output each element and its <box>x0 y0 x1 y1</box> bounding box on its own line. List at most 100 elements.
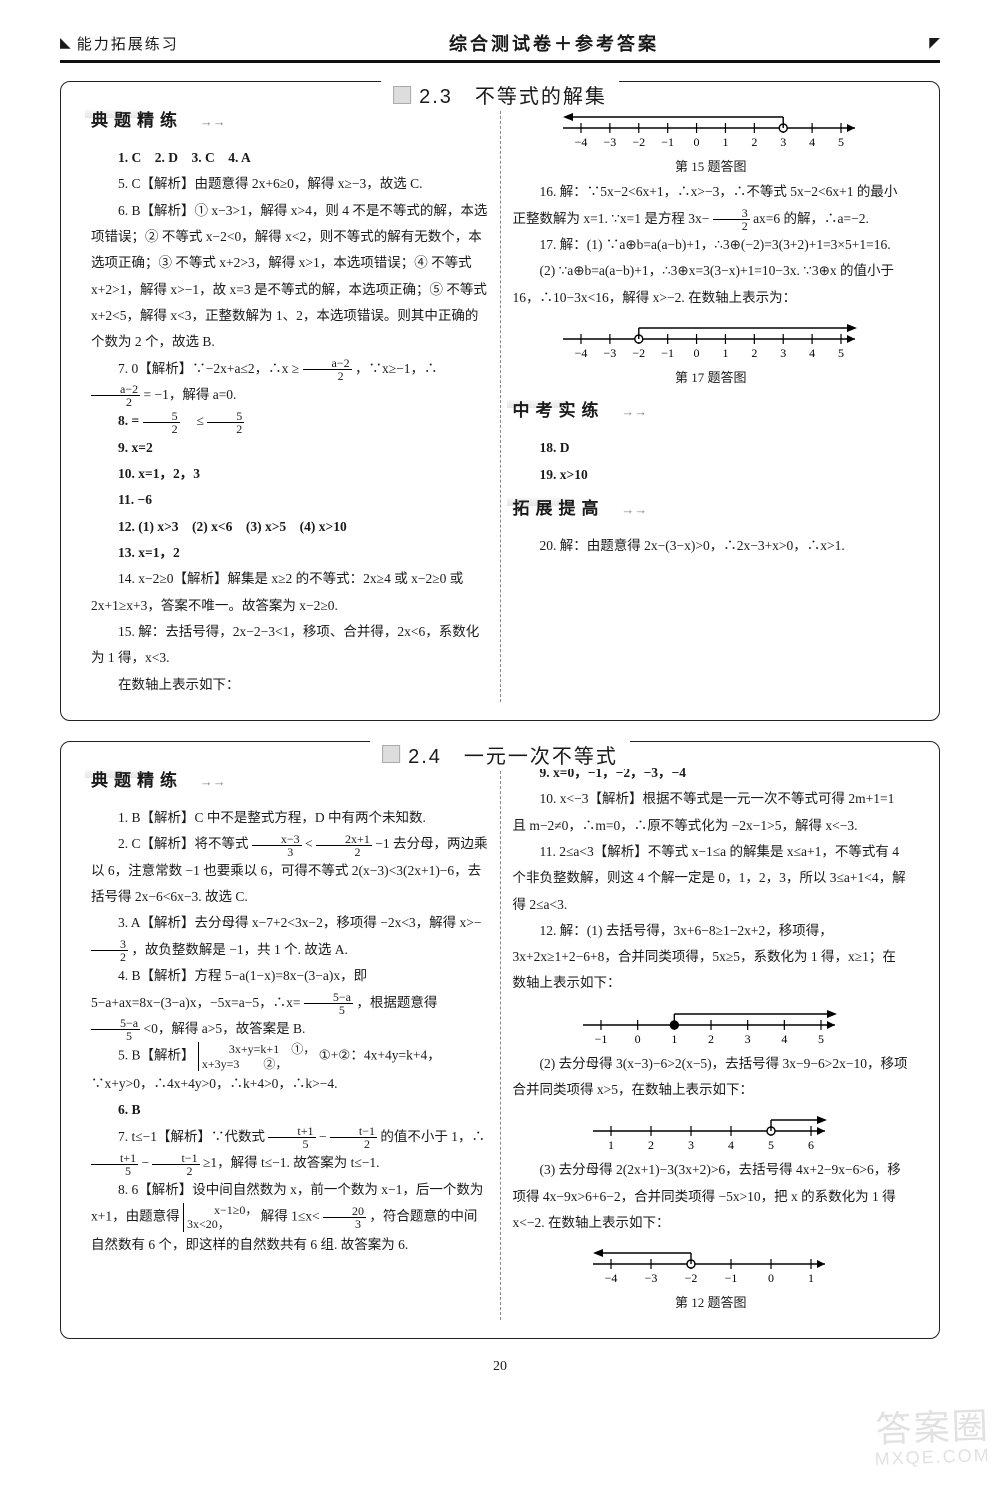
svg-text:2: 2 <box>708 1032 714 1046</box>
numline-17-caption: 第 17 题答图 <box>513 365 910 390</box>
s23-q14: 14. x−2≥0【解析】解集是 x≥2 的不等式：2x≥4 或 x−2≥0 或… <box>91 566 488 619</box>
arrow-icon: →→ <box>200 774 226 789</box>
t: ≤ <box>183 413 207 428</box>
t: = −1，解得 a=0. <box>143 387 236 402</box>
t: 解得 1≤x< <box>261 1208 323 1223</box>
svg-text:0: 0 <box>693 346 699 360</box>
svg-text:1: 1 <box>722 346 728 360</box>
s23-q20: 20. 解：由题意得 2x−(3−x)>0，∴2x−3+x>0，∴x>1. <box>513 533 910 559</box>
heading-dianti-jinglian: 典题精练 →→ <box>91 104 226 137</box>
svg-text:2: 2 <box>751 346 757 360</box>
t: 2. C【解析】将不等式 <box>118 836 252 851</box>
svg-text:−1: −1 <box>594 1032 607 1046</box>
frac-3-2b: 32 <box>91 938 128 963</box>
svg-text:−3: −3 <box>603 346 616 360</box>
frac-t1-2a: t−12 <box>330 1125 377 1150</box>
numline-12-caption: 第 12 题答图 <box>513 1290 910 1315</box>
heading-text: 拓展提高 <box>513 499 605 518</box>
s24-q5: 5. B【解析】 3x+y=k+1 ①，x+3y=3 ②， ①+②：4x+4y=… <box>91 1042 488 1097</box>
header-center-title: 综合测试卷＋参考答案 <box>179 30 929 56</box>
svg-text:4: 4 <box>728 1138 734 1152</box>
svg-text:−3: −3 <box>603 135 616 149</box>
page-header: ◣ 能力拓展练习 综合测试卷＋参考答案 ◤ <box>60 30 940 63</box>
svg-text:−1: −1 <box>661 346 674 360</box>
heading-zhongkao: 中考实练 →→ <box>513 394 648 427</box>
frac-5-2a: 52 <box>143 410 180 435</box>
arrow-icon: →→ <box>200 114 226 129</box>
frac-a-2: a−22 <box>303 357 352 382</box>
svg-text:1: 1 <box>722 135 728 149</box>
s23-q10: 10. x=1，2，3 <box>91 461 488 487</box>
s23-q17b: (2) ∵a⊕b=a(a−b)+1，∴3⊕x=3(3−x)+1=10−3x. ∵… <box>513 258 910 311</box>
section24-right-col: 9. x=0，−1，−2，−3，−4 10. x<−3【解析】根据不等式是一元一… <box>501 756 922 1320</box>
frac-5a-5a: 5−a5 <box>304 991 353 1016</box>
s24-q1: 1. B【解析】C 中不是整式方程，D 中有两个未知数. <box>91 805 488 831</box>
heading-text: 典题精练 <box>91 111 183 130</box>
svg-text:−1: −1 <box>661 135 674 149</box>
svg-text:2: 2 <box>648 1138 654 1152</box>
s23-q9: 9. x=2 <box>91 435 488 461</box>
svg-text:3: 3 <box>688 1138 694 1152</box>
svg-text:5: 5 <box>838 346 844 360</box>
s23-q15a: 15. 解：去括号得，2x−2−3<1，移项、合并得，2x<6，系数化为 1 得… <box>91 619 488 672</box>
t: ，根据题意得 <box>356 995 437 1010</box>
t: − <box>319 1129 330 1144</box>
svg-text:−1: −1 <box>724 1271 737 1285</box>
s23-q15b: 在数轴上表示如下： <box>91 672 488 698</box>
s24-q12c: (3) 去分母得 2(2x+1)−3(3x+2)>6，去括号得 4x+2−9x−… <box>513 1157 910 1236</box>
watermark-small: MXQE.COM <box>874 1445 991 1469</box>
svg-text:5: 5 <box>818 1032 824 1046</box>
svg-text:0: 0 <box>768 1271 774 1285</box>
s23-q7: 7. 0【解析】∵−2x+a≤2，∴x ≥ a−22 ，∵x≥−1，∴ a−22… <box>91 356 488 409</box>
s23-q1-4: 1. C 2. D 3. C 4. A <box>91 145 488 171</box>
svg-text:1: 1 <box>808 1271 814 1285</box>
svg-text:0: 0 <box>634 1032 640 1046</box>
section23-left-col: 典题精练 →→ 1. C 2. D 3. C 4. A 5. C【解析】由题意得… <box>79 96 501 702</box>
frac-t1-2b: t−12 <box>152 1152 199 1177</box>
svg-text:4: 4 <box>809 346 815 360</box>
frac-5a-5b: 5−a5 <box>91 1017 140 1042</box>
svg-text:3: 3 <box>744 1032 750 1046</box>
svg-text:−2: −2 <box>632 346 645 360</box>
frac-2x1-2: 2x+12 <box>316 833 372 858</box>
numline-12-2: 123456 <box>513 1109 910 1155</box>
t: ，故负整数解是 −1，共 1 个. 故选 A. <box>131 942 348 957</box>
section-2-4: 2.4 一元一次不等式 典题精练 →→ 1. B【解析】C 中不是整式方程，D … <box>60 741 940 1339</box>
s24-q12b: (2) 去分母得 3(x−3)−6>2(x−5)，去括号得 3x−9−6>2x−… <box>513 1051 910 1104</box>
s24-q8: 8. 6【解析】设中间自然数为 x，前一个数为 x−1，后一个数为 x+1，由题… <box>91 1177 488 1258</box>
t: 7. t≤−1【解析】∵代数式 <box>118 1129 268 1144</box>
svg-text:3: 3 <box>780 135 786 149</box>
frac-20-3: 203 <box>323 1205 366 1230</box>
s23-q18: 18. D <box>513 435 910 461</box>
t: 5. B【解析】 <box>118 1048 195 1063</box>
s24-q6: 6. B <box>91 1097 488 1123</box>
svg-text:1: 1 <box>671 1032 677 1046</box>
header-icon-left: ◣ <box>60 35 71 52</box>
section24-left-col: 典题精练 →→ 1. B【解析】C 中不是整式方程，D 中有两个未知数. 2. … <box>79 756 501 1320</box>
s23-q11: 11. −6 <box>91 487 488 513</box>
section-2-3: 2.3 不等式的解集 典题精练 →→ 1. C 2. D 3. C 4. A 5… <box>60 81 940 721</box>
svg-text:4: 4 <box>781 1032 787 1046</box>
heading-tuozhan: 拓展提高 →→ <box>513 492 648 525</box>
numline-12-1: −1 0 1 2 3 4 5 <box>513 1003 910 1049</box>
frac-t1-5a: t+15 <box>268 1125 315 1150</box>
section23-right-col: −4−3−2−1012345 第 15 题答图 16. 解：∵5x−2<6x+1… <box>501 96 922 702</box>
svg-text:6: 6 <box>808 1138 814 1152</box>
t: ax=6 的解，∴a=−2. <box>753 211 869 226</box>
t: 8. = <box>118 413 143 428</box>
s23-q6: 6. B【解析】① x−3>1，解得 x>4，则 4 不是不等式的解，本选项错误… <box>91 198 488 356</box>
svg-text:−2: −2 <box>684 1271 697 1285</box>
svg-text:−3: −3 <box>644 1271 657 1285</box>
frac-x3-3: x−33 <box>252 833 302 858</box>
svg-text:−4: −4 <box>604 1271 617 1285</box>
t: < <box>305 836 316 851</box>
t: <0，解得 a>5，故答案是 B. <box>143 1021 305 1036</box>
svg-text:−4: −4 <box>574 135 587 149</box>
s24-q3: 3. A【解析】去分母得 x−7+2<3x−2，移项得 −2x<3，解得 x>−… <box>91 910 488 963</box>
t: 的值不小于 1，∴ <box>380 1129 485 1144</box>
svg-text:5: 5 <box>838 135 844 149</box>
watermark-big: 答案圈 <box>875 1405 990 1450</box>
numline-12-3: −4 −3 −2 −1 0 1 <box>513 1242 910 1288</box>
svg-text:−2: −2 <box>632 135 645 149</box>
svg-text:1: 1 <box>608 1138 614 1152</box>
